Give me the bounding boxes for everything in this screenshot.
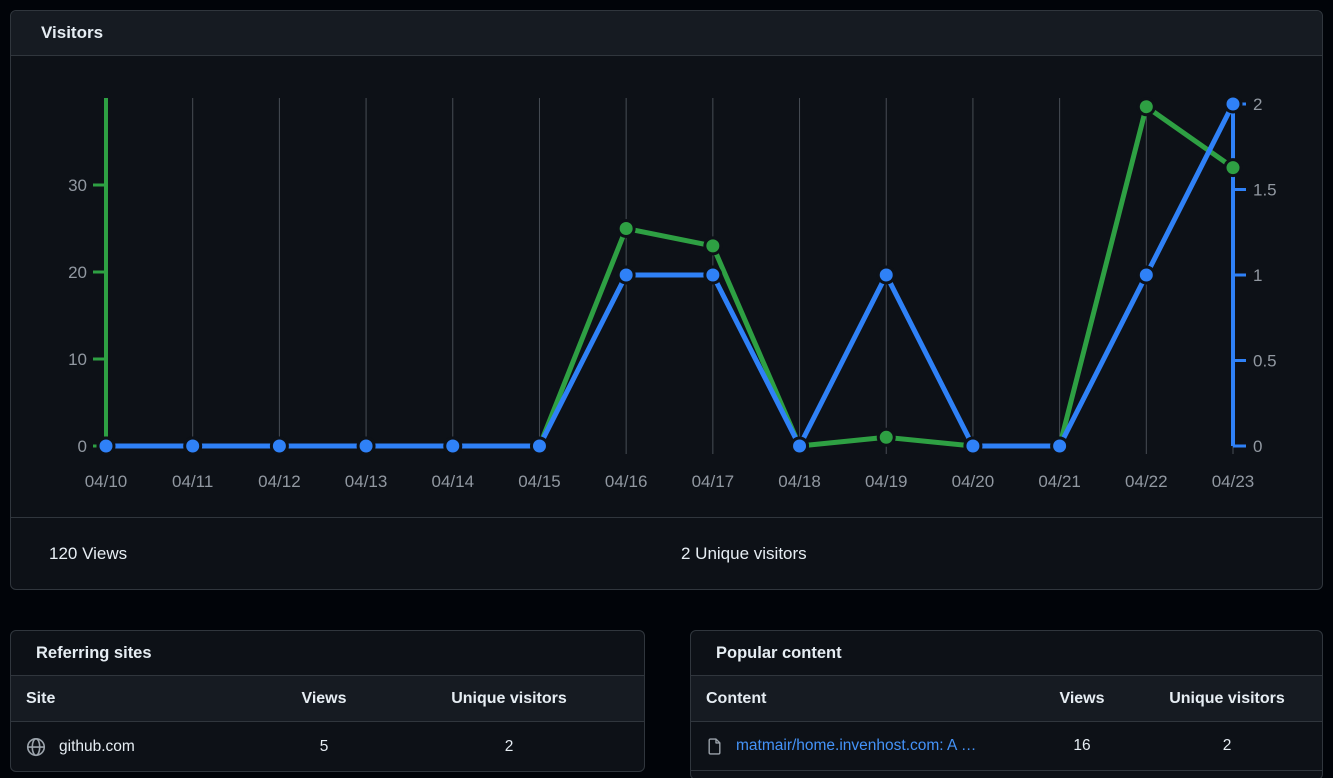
traffic-chart-svg: 0 10 20 30 0 0.5 1 1.5 2 04/10 04/11 04/12 04/13 04/1… — [68, 94, 1277, 491]
column-site: Site — [26, 689, 56, 707]
popular-content-link[interactable]: matmair/home.invenhost.com: A … — [736, 737, 977, 754]
chart-point[interactable] — [879, 430, 893, 444]
x-axis-label: 04/17 — [692, 472, 735, 491]
left-axis-tick-label: 20 — [68, 263, 87, 282]
globe-icon — [26, 737, 46, 756]
total-unique-visitors-label: 2 Unique visitors — [681, 543, 807, 563]
column-views: Views — [1059, 689, 1105, 707]
x-axis-label: 04/13 — [345, 472, 388, 491]
visitors-title: Visitors — [41, 23, 104, 42]
popular-content-panel: Popular content Content Views Unique vis… — [690, 630, 1323, 778]
x-axis-label: 04/15 — [518, 472, 561, 491]
chart-point[interactable] — [966, 439, 980, 453]
popular-content-views: 16 — [1073, 737, 1091, 754]
x-axis-label: 04/18 — [778, 472, 821, 491]
chart-summary: 120 Views 2 Unique visitors — [11, 517, 1322, 589]
referring-sites-title: Referring sites — [11, 631, 644, 676]
left-axis-tick-label: 10 — [68, 350, 87, 369]
traffic-chart: 0 10 20 30 0 0.5 1 1.5 2 04/10 04/11 04/12 04/13 04/1… — [11, 56, 1322, 517]
x-axis-label: 04/19 — [865, 472, 908, 491]
chart-point[interactable] — [272, 439, 286, 453]
chart-point[interactable] — [706, 268, 720, 282]
x-axis-label: 04/16 — [605, 472, 648, 491]
chart-point[interactable] — [706, 239, 720, 253]
total-views-label: 120 Views — [49, 543, 128, 563]
file-icon — [708, 737, 721, 755]
chart-point[interactable] — [619, 268, 633, 282]
x-axis-label: 04/12 — [258, 472, 301, 491]
column-views: Views — [301, 689, 347, 707]
chart-point[interactable] — [186, 439, 200, 453]
table-row: github.com 5 2 — [11, 722, 644, 771]
chart-point[interactable] — [1226, 97, 1240, 111]
chart-point[interactable] — [1139, 100, 1153, 114]
chart-point[interactable] — [99, 439, 113, 453]
chart-point[interactable] — [359, 439, 373, 453]
column-content: Content — [706, 689, 767, 707]
referring-sites-table-header: Site Views Unique visitors — [11, 676, 644, 722]
x-axis-label: 04/14 — [431, 472, 474, 491]
popular-content-table-header: Content Views Unique visitors — [691, 676, 1322, 722]
chart-point[interactable] — [446, 439, 460, 453]
left-axis-tick-label: 0 — [78, 437, 87, 456]
table-row: matmair/home.invenhost.com: A … 16 2 — [691, 722, 1322, 771]
right-axis-tick-label: 1 — [1253, 266, 1262, 285]
referring-site-unique: 2 — [504, 737, 514, 755]
x-axis-label: 04/21 — [1038, 472, 1081, 491]
referring-sites-panel: Referring sites Site Views Unique visito… — [10, 630, 645, 772]
column-unique-visitors: Unique visitors — [1169, 689, 1285, 707]
x-axis-label: 04/10 — [85, 472, 128, 491]
chart-point[interactable] — [619, 222, 633, 235]
right-axis-tick-label: 1.5 — [1253, 181, 1277, 200]
visitors-panel: Visitors 0 10 20 30 0 0.5 1 1.5 2 04/10 04/11 04/12… — [10, 10, 1323, 590]
visitors-panel-header: Visitors — [11, 11, 1322, 56]
chart-point[interactable] — [1139, 268, 1153, 282]
popular-content-unique: 2 — [1222, 737, 1232, 754]
chart-point[interactable] — [879, 268, 893, 282]
x-axis-label: 04/22 — [1125, 472, 1168, 491]
popular-content-title: Popular content — [691, 631, 1322, 676]
left-axis-tick-label: 30 — [68, 176, 87, 195]
x-axis-label: 04/20 — [952, 472, 995, 491]
series-line-unique-visitors — [103, 101, 1236, 449]
referring-site-name: github.com — [59, 737, 135, 755]
x-axis-label: 04/23 — [1212, 472, 1255, 491]
referring-site-views: 5 — [319, 737, 329, 755]
chart-point[interactable] — [1053, 439, 1067, 453]
chart-point[interactable] — [532, 439, 546, 453]
right-axis-tick-label: 2 — [1253, 95, 1262, 114]
x-axis-label: 04/11 — [172, 472, 213, 491]
column-unique-visitors: Unique visitors — [451, 689, 567, 707]
right-axis-tick-label: 0.5 — [1253, 352, 1277, 371]
right-axis-tick-label: 0 — [1253, 437, 1262, 456]
chart-point[interactable] — [793, 439, 807, 453]
chart-point[interactable] — [1226, 161, 1240, 175]
